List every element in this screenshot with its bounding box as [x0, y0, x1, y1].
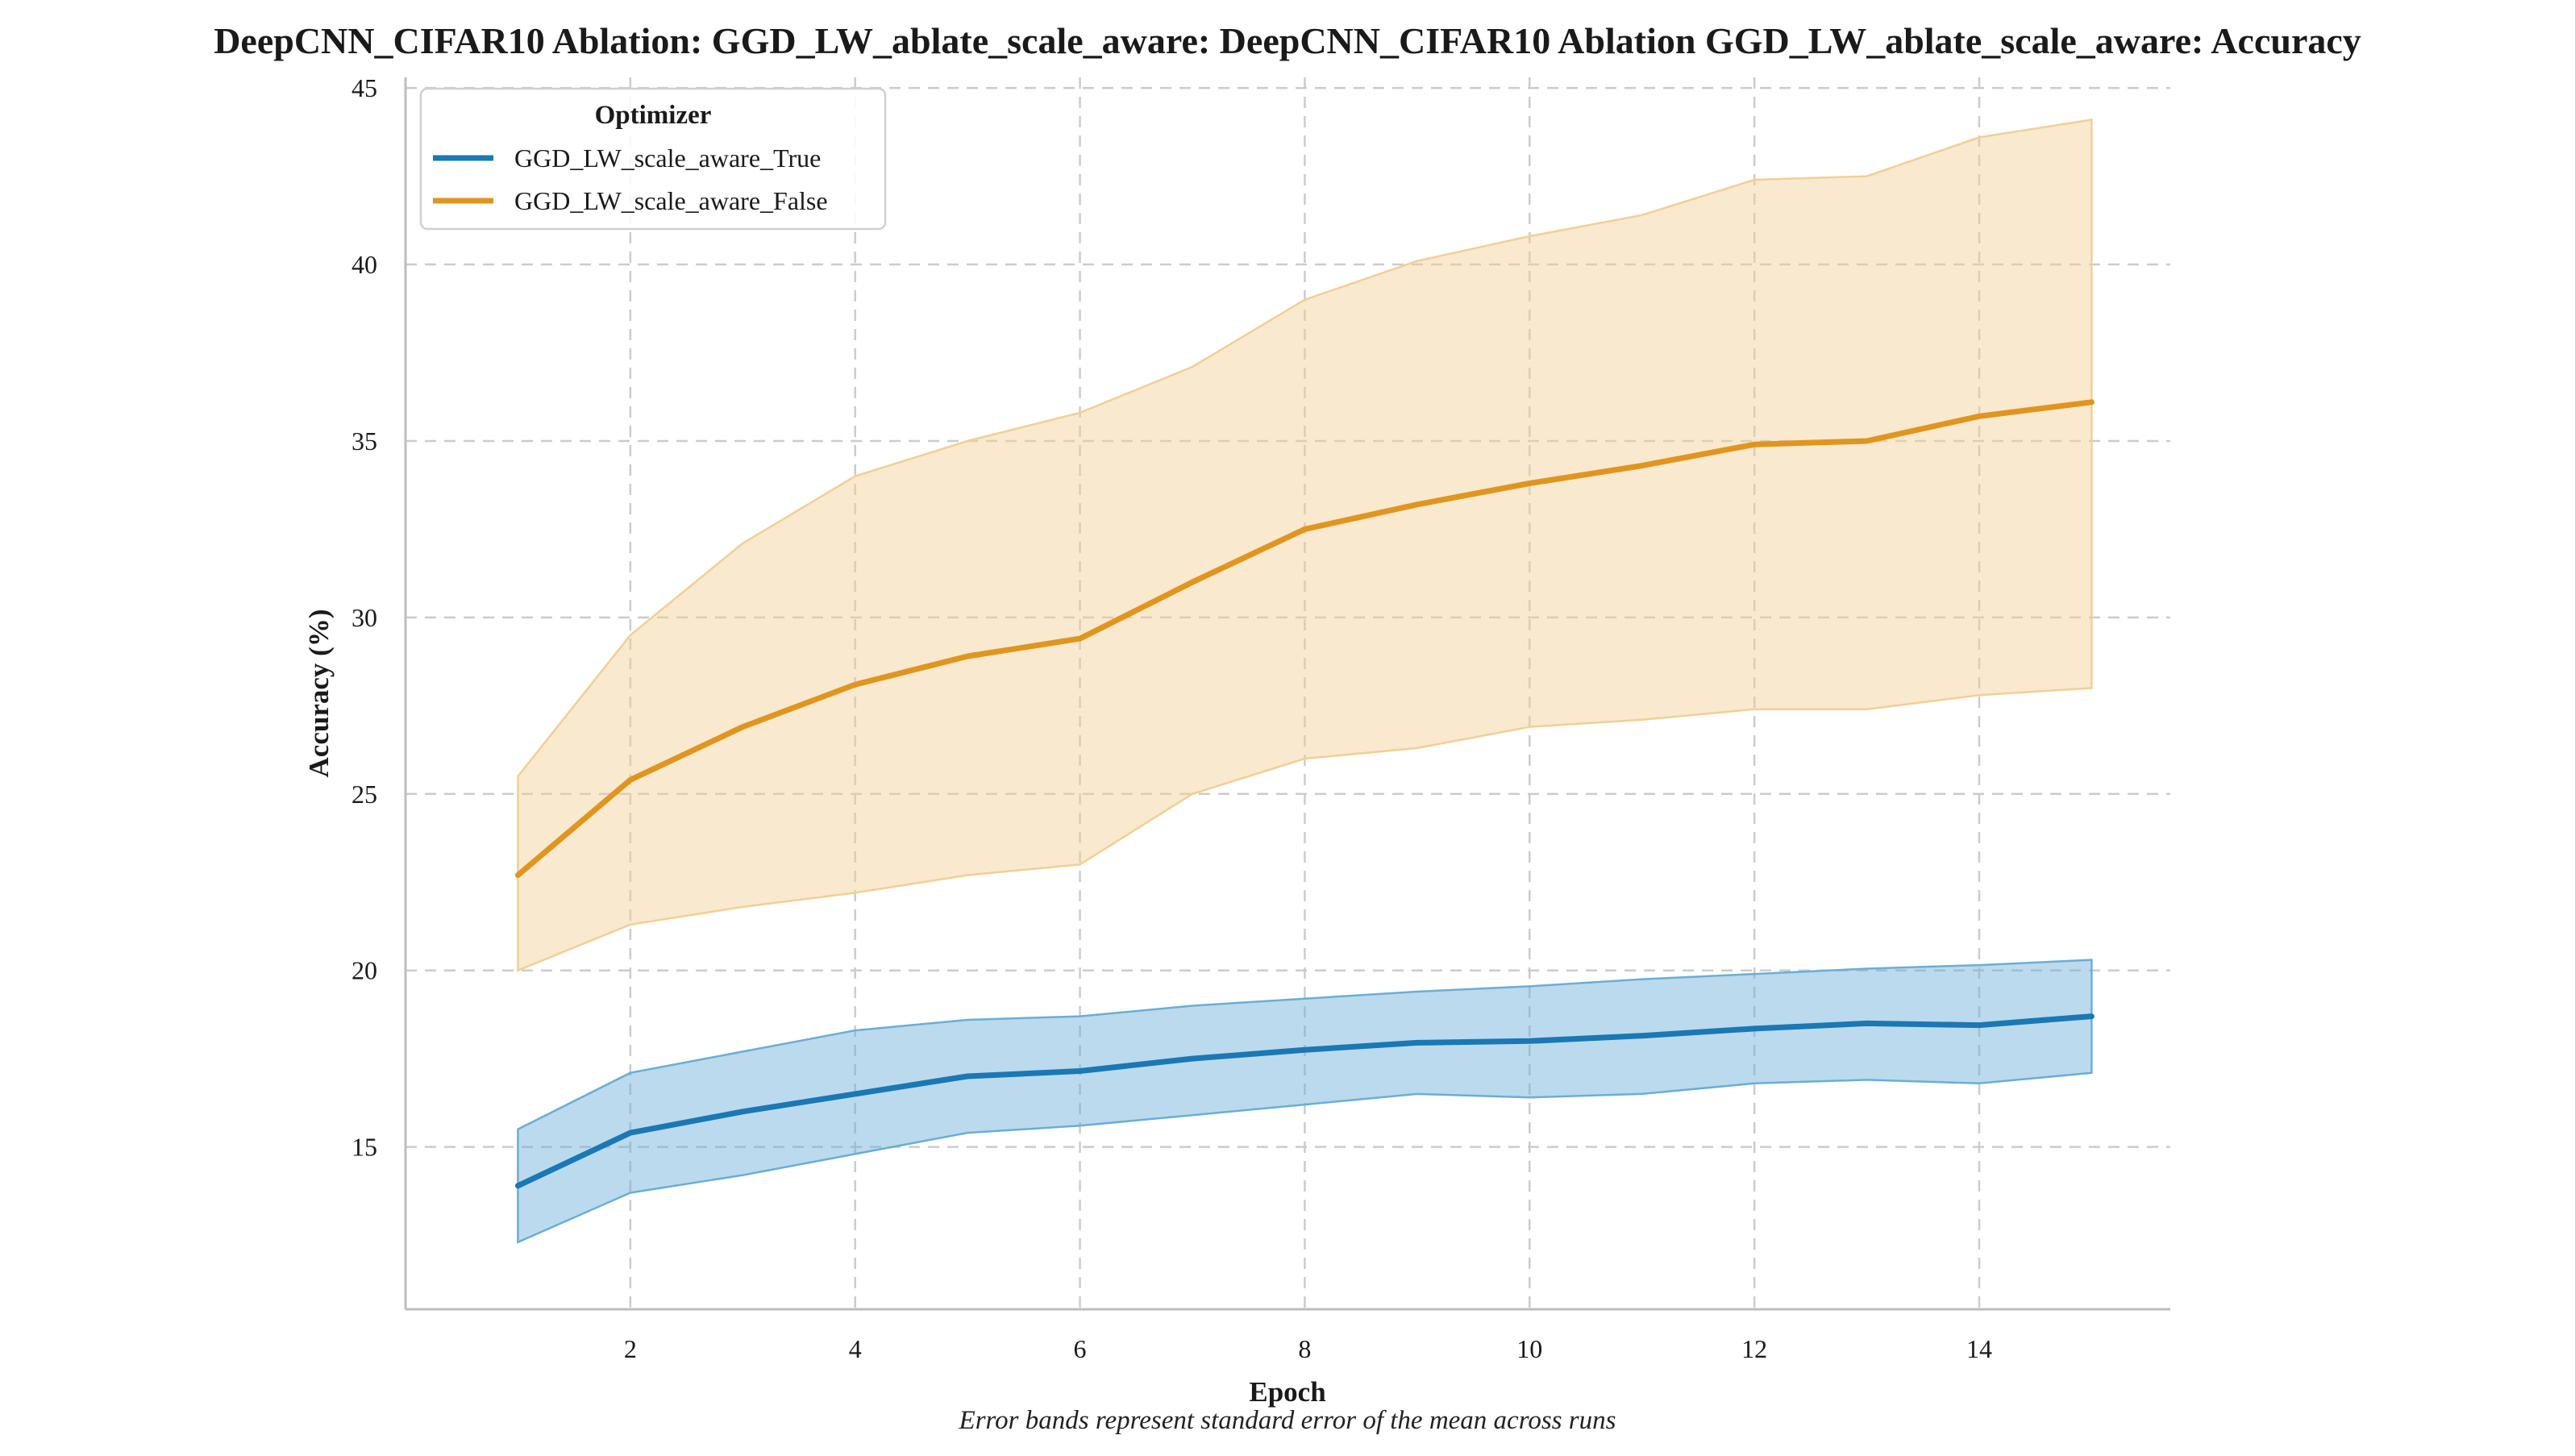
- y-tick-label: 15: [352, 1133, 377, 1162]
- x-tick-label: 8: [1298, 1334, 1311, 1363]
- legend: Optimizer GGD_LW_scale_aware_TrueGGD_LW_…: [419, 87, 887, 231]
- x-tick-label: 10: [1516, 1334, 1542, 1363]
- chart-title: DeepCNN_CIFAR10 Ablation: GGD_LW_ablate_…: [214, 20, 2361, 61]
- y-tick-label: 30: [352, 603, 377, 632]
- x-tick-label: 12: [1741, 1334, 1767, 1363]
- x-tick-labels: 2 4 6 8 10 12 14: [624, 1334, 1992, 1363]
- series-lines: [514, 399, 2095, 1189]
- legend-title: Optimizer: [595, 101, 712, 130]
- x-tick-label: 2: [624, 1334, 637, 1363]
- y-tick-label: 25: [352, 780, 377, 809]
- y-tick-label: 20: [352, 956, 377, 985]
- x-axis-label: Epoch: [1249, 1376, 1325, 1408]
- legend-box: [419, 87, 887, 231]
- y-tick-label: 35: [352, 426, 377, 456]
- y-tick-label: 40: [352, 250, 377, 279]
- x-tick-label: 14: [1966, 1334, 1992, 1363]
- error-bands: [517, 119, 2093, 1244]
- x-tick-label: 6: [1074, 1334, 1087, 1363]
- y-tick-label: 45: [352, 73, 377, 102]
- legend-label-2: GGD_LW_scale_aware_False: [514, 186, 828, 215]
- y-tick-labels: 15 20 25 30 35 40 45: [352, 73, 377, 1161]
- x-tick-label: 4: [849, 1334, 862, 1363]
- chart-caption: Error bands represent standard error of …: [959, 1406, 1616, 1435]
- legend-entries: GGD_LW_scale_aware_True GGD_LW_scale_awar…: [433, 144, 828, 215]
- y-axis-label: Accuracy (%): [303, 609, 335, 778]
- legend-label-1: GGD_LW_scale_aware_True: [514, 144, 821, 173]
- error-band-2: [517, 119, 2093, 972]
- axes: [404, 77, 2170, 1311]
- series-line-1: [514, 1013, 2095, 1189]
- series-line-2: [514, 399, 2095, 878]
